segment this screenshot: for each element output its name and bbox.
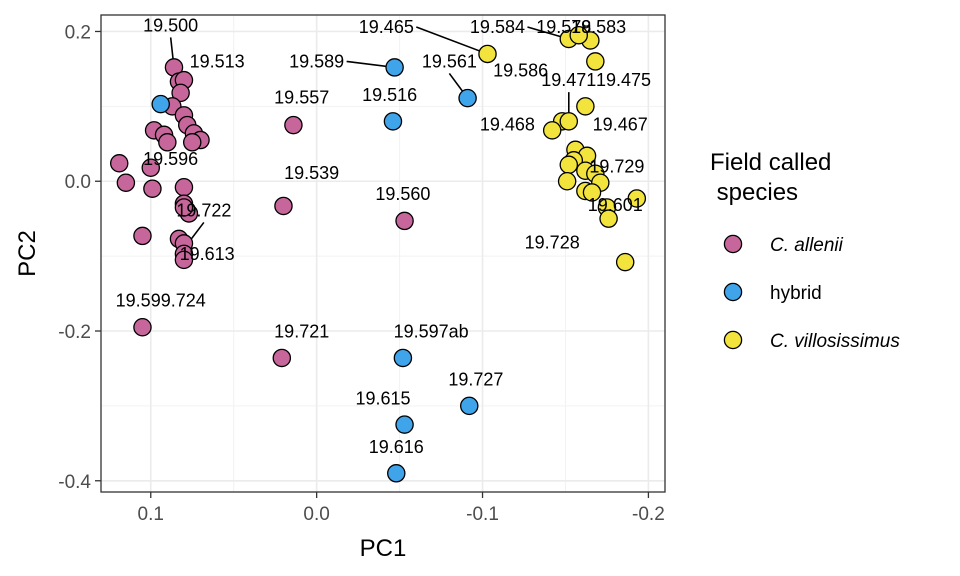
point-label: 19.586 bbox=[493, 60, 548, 80]
data-point bbox=[383, 112, 403, 131]
legend: Field called species C. allenii hybrid C. v… bbox=[710, 149, 900, 352]
data-point bbox=[158, 133, 177, 152]
point-label: 19.561 bbox=[422, 51, 477, 71]
data-point bbox=[274, 196, 293, 216]
y-tick-label: 0.0 bbox=[65, 172, 91, 193]
data-point bbox=[133, 226, 152, 246]
data-point bbox=[387, 464, 406, 483]
data-point bbox=[174, 250, 194, 270]
point-label: 19.597ab bbox=[394, 322, 469, 342]
data-point bbox=[599, 209, 618, 228]
point-label: 19.596 bbox=[143, 149, 198, 169]
point-labels: 19.500 19.513 19.596 19.722 19.613 19.599.724… bbox=[116, 15, 651, 457]
data-point bbox=[272, 348, 292, 368]
point-label: 19.613 bbox=[180, 244, 235, 264]
y-axis-title: PC2 bbox=[14, 230, 41, 277]
point-label: 19.729 bbox=[589, 156, 644, 176]
data-points bbox=[109, 25, 647, 483]
point-label: 19.513 bbox=[190, 51, 245, 71]
point-label: 19.584 bbox=[470, 17, 525, 37]
data-point bbox=[174, 198, 194, 217]
point-label: 19.516 bbox=[362, 85, 417, 105]
data-point bbox=[151, 94, 170, 114]
point-label: 19.578 bbox=[536, 17, 591, 37]
point-label: 19.601 bbox=[588, 195, 643, 215]
data-point bbox=[395, 211, 414, 231]
point-label: 19.583 bbox=[571, 17, 626, 37]
y-tick-label: 0.2 bbox=[65, 22, 91, 43]
data-point bbox=[182, 133, 202, 152]
data-point bbox=[143, 179, 162, 198]
x-axis-title: PC1 bbox=[360, 535, 407, 562]
point-label: 19.728 bbox=[525, 233, 580, 253]
point-label: 19.475 bbox=[596, 70, 651, 90]
point-label: 19.616 bbox=[369, 437, 424, 457]
major-grid bbox=[101, 15, 665, 492]
point-label: 19.465 bbox=[359, 17, 414, 37]
data-point bbox=[109, 154, 129, 173]
data-point bbox=[559, 112, 579, 131]
data-point bbox=[542, 121, 562, 140]
plot-panel-background bbox=[101, 15, 665, 492]
point-label: 19.471 bbox=[541, 70, 596, 90]
data-point bbox=[171, 83, 190, 103]
legend-label: hybrid bbox=[770, 283, 822, 304]
point-label: 19.500 bbox=[143, 15, 198, 35]
y-axis: 0.2 0.0 -0.2 -0.4 bbox=[58, 22, 101, 493]
x-tick-label: -0.2 bbox=[632, 504, 665, 525]
x-tick-label: -0.1 bbox=[466, 504, 499, 525]
series-c-villosissimus bbox=[478, 25, 647, 272]
point-label: 19.722 bbox=[176, 200, 231, 220]
data-point bbox=[478, 44, 497, 64]
point-label: 19.468 bbox=[480, 114, 535, 134]
data-point bbox=[460, 396, 479, 416]
data-point bbox=[141, 158, 161, 178]
point-label: 19.467 bbox=[593, 114, 648, 134]
legend-key bbox=[723, 330, 743, 350]
legend-key bbox=[723, 234, 743, 254]
point-label: 19.589 bbox=[289, 51, 344, 71]
point-label: 19.615 bbox=[355, 388, 410, 408]
data-point bbox=[395, 415, 414, 434]
data-point bbox=[116, 173, 136, 192]
point-label: 19.721 bbox=[274, 322, 329, 342]
data-point bbox=[627, 189, 647, 208]
data-point bbox=[559, 155, 579, 175]
label-leader-line bbox=[416, 26, 488, 55]
legend-label: C. villosissimus bbox=[770, 331, 900, 352]
legend-title: Field called bbox=[710, 149, 831, 176]
data-point bbox=[458, 88, 477, 108]
x-axis: 0.1 0.0 -0.1 -0.2 bbox=[138, 492, 665, 525]
data-point bbox=[385, 58, 404, 77]
point-label: 19.599.724 bbox=[116, 290, 206, 310]
legend-key bbox=[723, 282, 743, 302]
legend-title: species bbox=[710, 179, 798, 206]
minor-grid bbox=[101, 15, 665, 492]
data-point bbox=[582, 183, 602, 202]
data-point bbox=[586, 52, 605, 71]
y-tick-label: -0.4 bbox=[58, 472, 91, 493]
y-tick-label: -0.2 bbox=[58, 322, 91, 343]
point-label: 19.539 bbox=[284, 163, 339, 183]
data-point bbox=[569, 25, 588, 45]
data-point bbox=[615, 252, 635, 272]
data-point bbox=[174, 177, 194, 197]
series-hybrid bbox=[151, 58, 479, 483]
x-tick-label: 0.1 bbox=[138, 504, 164, 525]
data-point bbox=[393, 348, 413, 368]
data-point bbox=[557, 171, 577, 191]
x-tick-label: 0.0 bbox=[303, 504, 329, 525]
point-label: 19.560 bbox=[375, 184, 430, 204]
plot-panel-border bbox=[100, 14, 666, 493]
data-point bbox=[284, 115, 303, 135]
data-point bbox=[133, 318, 152, 337]
data-point bbox=[576, 97, 595, 116]
point-label: 19.557 bbox=[274, 87, 329, 107]
series-c-allenii bbox=[109, 58, 414, 368]
legend-label: C. allenii bbox=[770, 235, 844, 256]
point-label: 19.727 bbox=[448, 370, 503, 390]
